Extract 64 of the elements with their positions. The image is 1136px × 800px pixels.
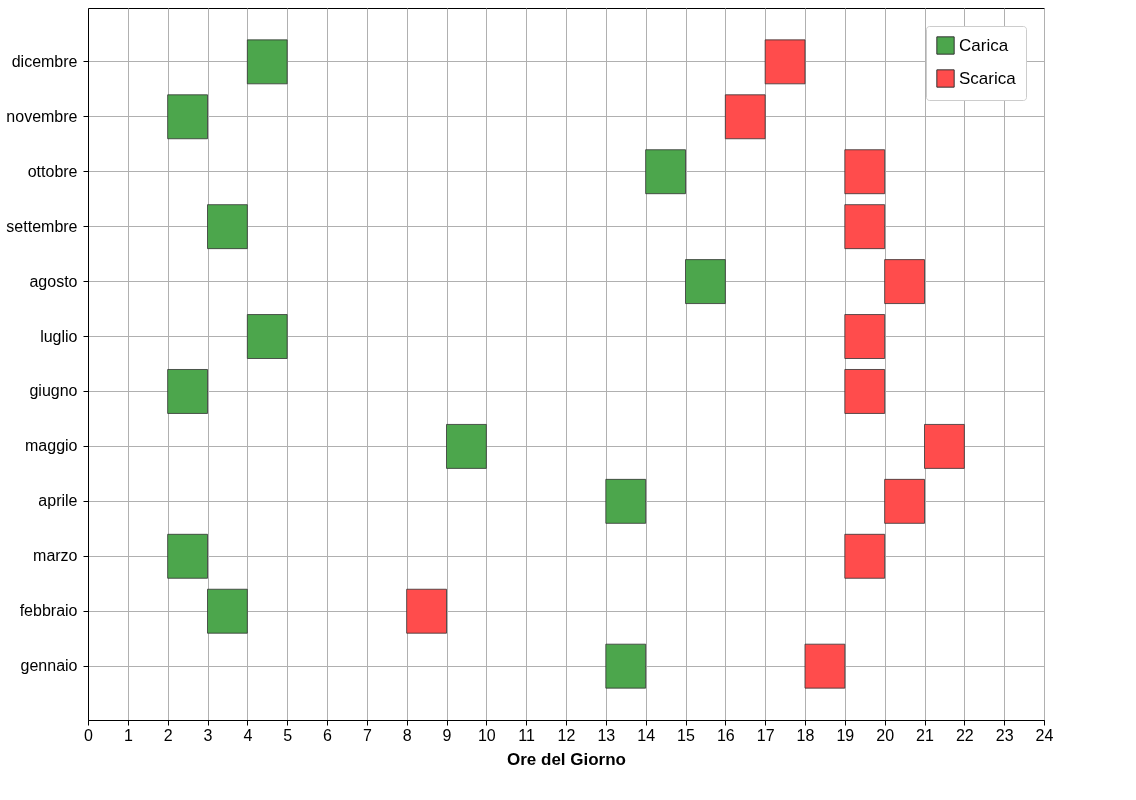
y-tick-label: agosto	[29, 272, 78, 290]
x-tick-label: 10	[477, 726, 496, 744]
x-tick-label: 3	[203, 726, 213, 744]
bar	[884, 478, 925, 524]
bar	[645, 149, 686, 195]
x-tick-label: 16	[716, 726, 735, 744]
y-tick-label: luglio	[40, 327, 78, 345]
bar	[844, 533, 886, 579]
x-tick-label: 7	[362, 726, 372, 744]
y-tick-label: marzo	[33, 547, 78, 565]
y-tick-label: settembre	[6, 217, 78, 235]
bar	[406, 588, 447, 634]
x-tick-label: 22	[955, 726, 974, 744]
bar	[844, 204, 886, 250]
x-axis-title: Ore del Giorno	[506, 749, 627, 769]
bar	[246, 39, 288, 85]
bar	[446, 423, 487, 469]
x-tick-label: 9	[442, 726, 452, 744]
bar	[884, 259, 925, 305]
x-tick-label: 21	[916, 726, 934, 744]
y-tick-label: gennaio	[20, 657, 78, 675]
x-tick-label: 19	[836, 726, 855, 744]
bar	[246, 314, 288, 360]
x-tick-label: 12	[557, 726, 576, 744]
x-tick-label: 23	[995, 726, 1014, 744]
bar	[167, 368, 208, 414]
y-tick-label: febbraio	[19, 602, 78, 620]
bar	[844, 368, 886, 414]
x-tick-label: 13	[597, 726, 616, 744]
y-tick-label: giugno	[29, 382, 78, 400]
bar	[207, 204, 248, 250]
legend-label: Scarica	[959, 68, 1017, 88]
bar	[605, 643, 647, 689]
bar	[167, 94, 208, 140]
x-tick-label: 4	[243, 726, 253, 744]
x-tick-label: 11	[518, 726, 536, 744]
x-tick-label: 17	[756, 726, 775, 744]
x-tick-label: 24	[1035, 726, 1054, 744]
x-tick-label: 15	[677, 726, 695, 744]
x-tick-label: 6	[323, 726, 333, 744]
bar	[804, 643, 846, 689]
x-tick-label: 2	[163, 726, 173, 744]
x-tick-label: 20	[876, 726, 895, 744]
x-tick-label: 1	[123, 726, 133, 744]
bar	[924, 423, 965, 469]
y-tick-label: novembre	[6, 107, 78, 125]
x-tick-label: 8	[402, 726, 412, 744]
x-tick-label: 5	[283, 726, 293, 744]
y-tick-label: aprile	[38, 492, 78, 510]
bar	[724, 94, 766, 140]
x-tick-label: 0	[84, 726, 94, 744]
bar	[167, 533, 208, 579]
x-tick-label: 14	[637, 726, 656, 744]
y-tick-label: ottobre	[27, 162, 78, 180]
y-tick-label: dicembre	[11, 52, 78, 70]
bar	[844, 314, 886, 360]
bar	[207, 588, 248, 634]
y-tick-label: maggio	[25, 437, 78, 455]
x-tick-label: 18	[796, 726, 815, 744]
legend-label: Carica	[959, 35, 1009, 55]
bar	[764, 39, 806, 85]
bar	[605, 478, 647, 524]
bar	[685, 259, 726, 305]
bar	[844, 149, 886, 195]
